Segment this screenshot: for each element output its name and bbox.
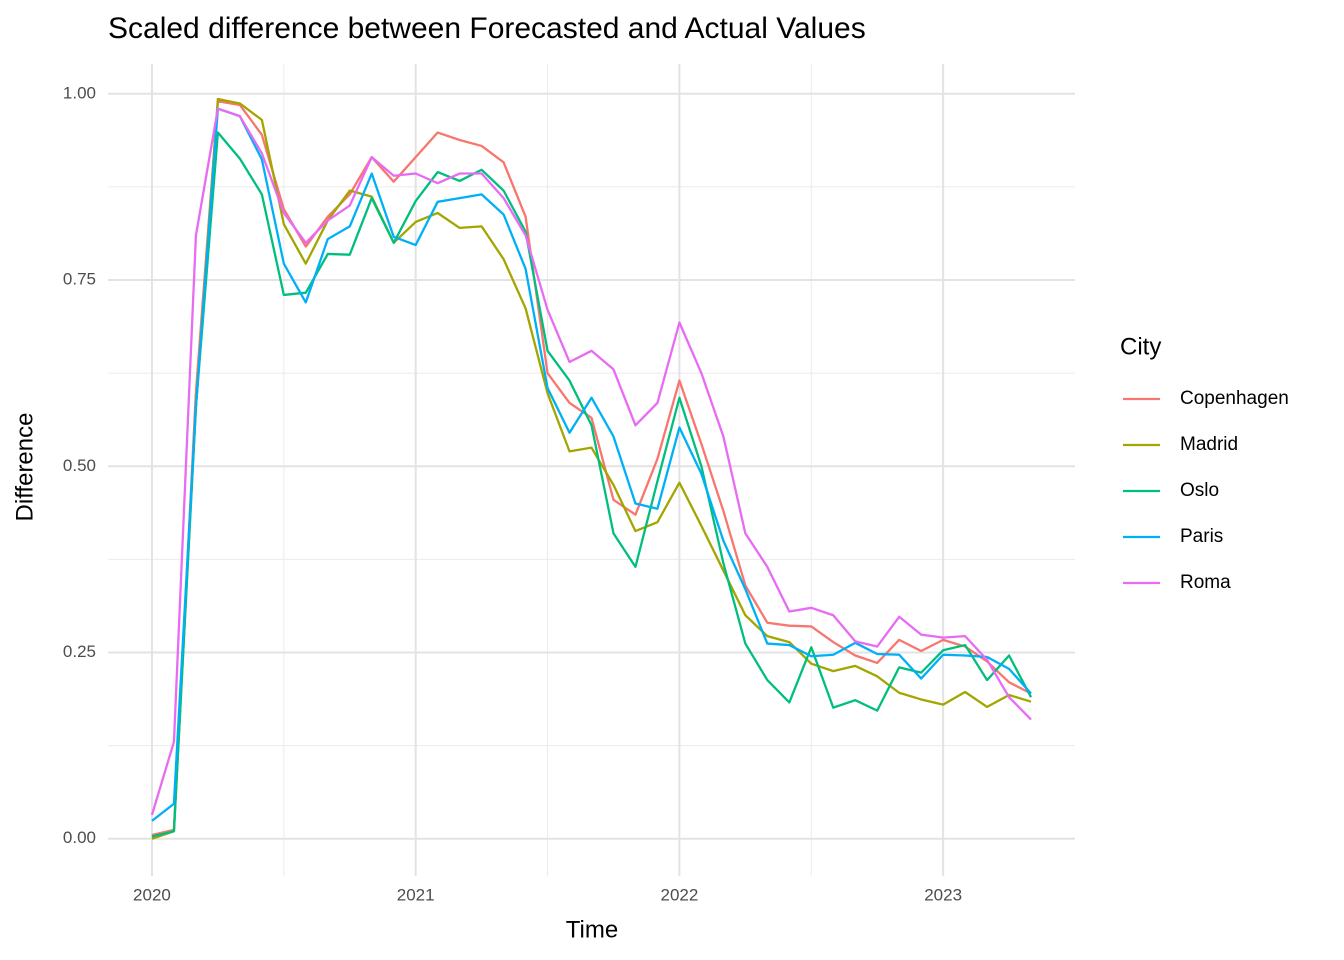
- chart-title: Scaled difference between Forecasted and…: [108, 12, 866, 45]
- legend-label: Roma: [1180, 572, 1231, 593]
- data-line: [151, 107, 1032, 822]
- x-tick-label: 2021: [397, 885, 435, 904]
- y-axis-title: Difference: [11, 413, 38, 522]
- legend-label: Paris: [1180, 526, 1223, 547]
- legend-label: Oslo: [1180, 480, 1219, 501]
- y-tick-label: 0.00: [63, 828, 96, 847]
- data-line: [151, 131, 1033, 838]
- y-tick-label: 0.25: [63, 642, 96, 661]
- legend-title: City: [1120, 333, 1161, 360]
- x-tick-label: 2022: [660, 885, 698, 904]
- y-tick-label: 0.75: [63, 270, 96, 289]
- y-tick-label: 0.50: [63, 456, 96, 475]
- x-axis-title: Time: [566, 916, 618, 943]
- y-tick-label: 1.00: [63, 83, 96, 102]
- data-line: [151, 97, 1032, 840]
- data-line: [150, 107, 1032, 816]
- x-tick-label: 2023: [924, 885, 962, 904]
- legend-label: Copenhagen: [1180, 388, 1289, 409]
- legend-label: Madrid: [1180, 434, 1238, 455]
- x-tick-label: 2020: [133, 885, 171, 904]
